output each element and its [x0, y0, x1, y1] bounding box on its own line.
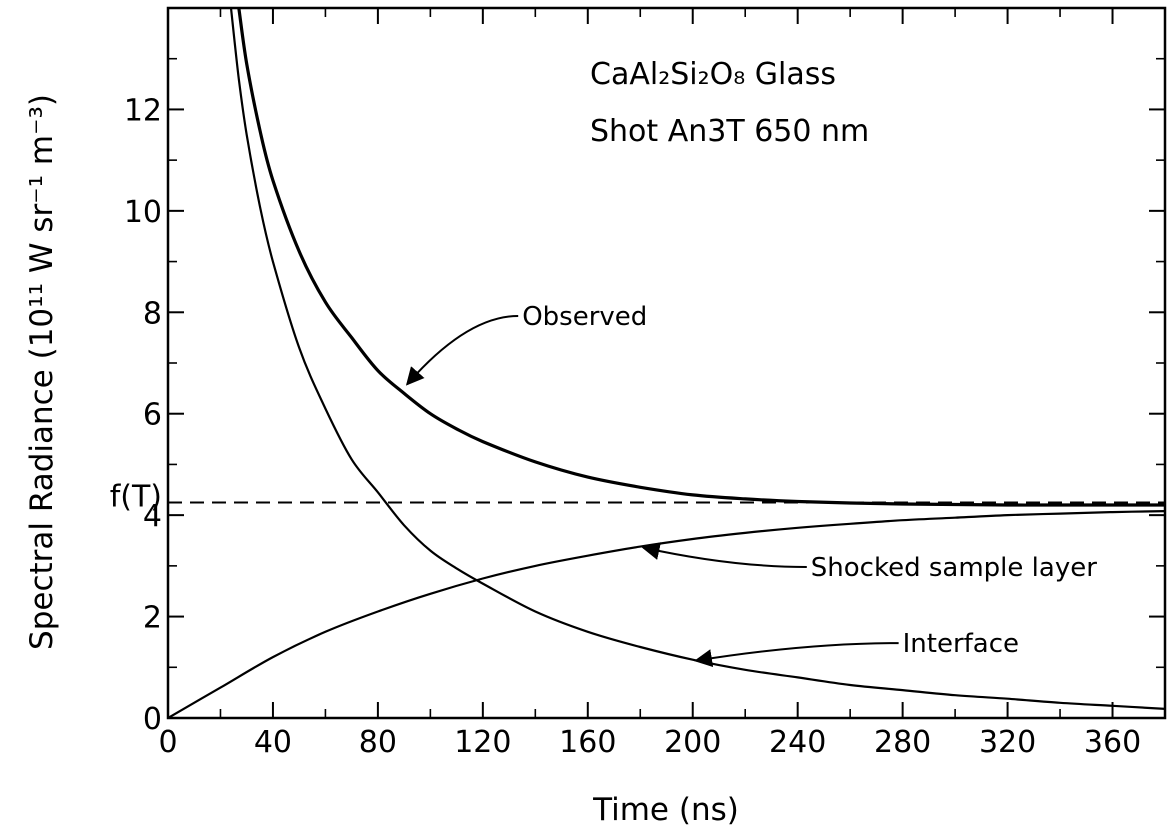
series-line-observed [237, 8, 1165, 507]
series-line-shocked-sample-layer [168, 510, 1165, 718]
chart-title: CaAl₂Si₂O₈ Glass [590, 57, 836, 92]
x-tick-label-3: 120 [454, 725, 511, 760]
annotation-arrow-interface [693, 642, 899, 668]
annotation-arrow-shocked-sample-layer [641, 542, 807, 568]
y-axis-ticks [168, 57, 1165, 719]
annotations: Observed Shocked sample layer Interface [405, 302, 1097, 668]
y-tick-label-0: 0 [143, 702, 162, 737]
annotation-arrow-observed [405, 314, 519, 386]
y-tick-label-6: 12 [124, 93, 162, 128]
y-axis-tick-labels: 0 2 4 6 8 10 12 [124, 93, 162, 737]
x-tick-label-5: 200 [664, 725, 721, 760]
x-axis-title: Time (ns) [592, 792, 739, 828]
x-tick-label-0: 0 [158, 725, 177, 760]
x-tick-label-2: 80 [359, 725, 397, 760]
y-tick-label-2: 4 [143, 499, 162, 534]
y-tick-label-5: 10 [124, 195, 162, 230]
reference-line-group: f(T) [110, 479, 1165, 514]
x-tick-label-4: 160 [559, 725, 616, 760]
annotation-label-observed: Observed [522, 302, 647, 332]
x-axis-tick-labels: 0 40 80 120 160 200 240 280 320 360 [158, 725, 1141, 760]
annotation-label-interface: Interface [903, 629, 1019, 659]
x-tick-label-8: 320 [979, 725, 1036, 760]
x-axis-ticks [167, 8, 1114, 718]
x-tick-label-7: 280 [874, 725, 931, 760]
reference-line-label: f(T) [110, 479, 162, 514]
x-tick-label-1: 40 [254, 725, 292, 760]
annotation-label-shocked-sample-layer: Shocked sample layer [811, 553, 1097, 583]
x-tick-label-6: 240 [769, 725, 826, 760]
x-tick-label-9: 360 [1084, 725, 1141, 760]
chart-subtitle: Shot An3T 650 nm [590, 114, 869, 149]
y-tick-label-1: 2 [143, 601, 162, 636]
y-axis-title: Spectral Radiance (10¹¹ W sr⁻¹ m⁻³) [24, 94, 60, 650]
y-tick-label-3: 6 [143, 398, 162, 433]
y-tick-label-4: 8 [143, 296, 162, 331]
series-line-interface [229, 8, 1165, 710]
series-lines [168, 8, 1165, 718]
